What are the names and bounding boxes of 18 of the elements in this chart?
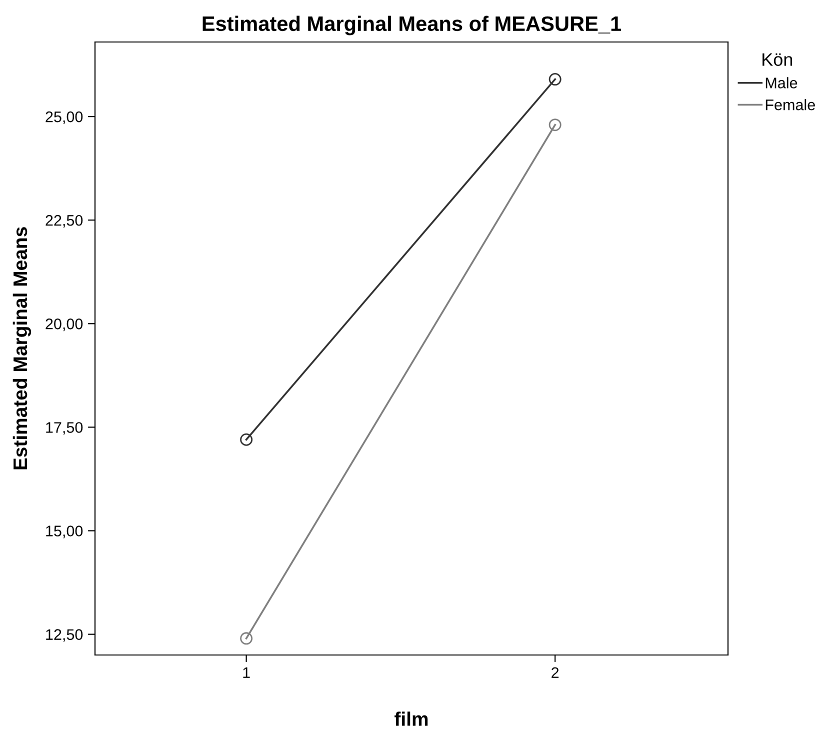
y-tick-label: 15,00 xyxy=(46,526,83,538)
point xyxy=(548,73,562,86)
legend-title: Kön xyxy=(762,53,792,66)
y-tick-label: 17,50 xyxy=(46,422,83,435)
x-tick-label: 1 xyxy=(243,667,250,678)
legend-label: Female xyxy=(766,99,815,110)
y-tick-label: 25,00 xyxy=(46,111,83,124)
chart-title: Estimated Marginal Means of MEASURE_1 xyxy=(202,16,622,36)
x-tick-label: 2 xyxy=(552,667,559,678)
y-tick-label: 22,50 xyxy=(46,214,83,228)
x-axis-title: film xyxy=(394,712,428,726)
point xyxy=(240,433,253,446)
point xyxy=(548,118,562,132)
y-tick-label: 12,50 xyxy=(46,629,83,642)
point xyxy=(240,632,253,645)
legend-label: Male xyxy=(766,77,798,88)
y-axis-title: Estimated Marginal Means xyxy=(12,227,32,470)
y-tick-label: 20,00 xyxy=(46,318,83,332)
